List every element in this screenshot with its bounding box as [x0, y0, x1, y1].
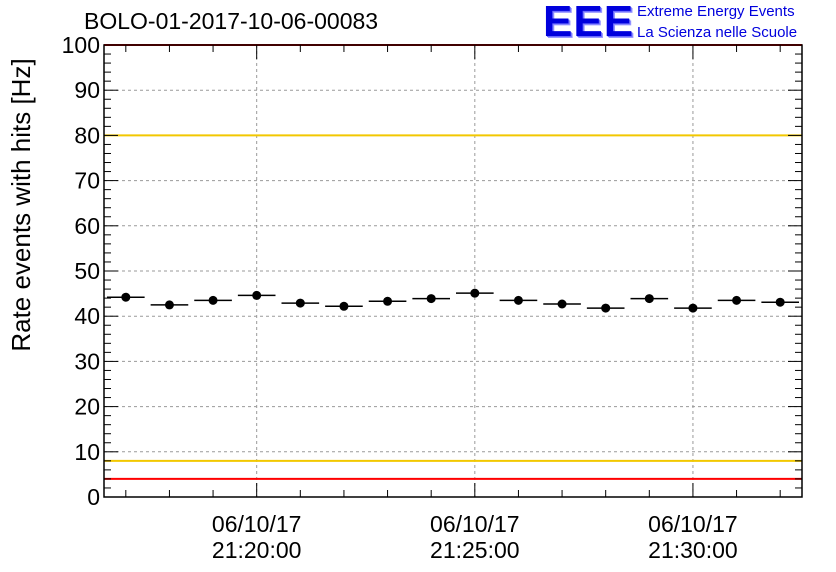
eee-logo: EEE [543, 0, 635, 46]
x-tick-date-label: 06/10/17 [648, 511, 738, 537]
data-point [383, 296, 393, 306]
data-point [601, 303, 611, 313]
y-tick-label: 60 [74, 213, 100, 239]
data-point [252, 290, 262, 300]
x-tick-date-label: 06/10/17 [430, 511, 520, 537]
y-tick-label: 10 [74, 439, 100, 465]
y-tick-label: 70 [74, 168, 100, 194]
data-point [295, 298, 305, 308]
y-tick-label: 20 [74, 394, 100, 420]
y-tick-label: 0 [87, 484, 100, 510]
y-tick-label: 100 [62, 32, 100, 58]
data-point [470, 288, 480, 298]
x-tick-date-label: 06/10/17 [212, 511, 302, 537]
reference-lines [104, 44, 802, 480]
data-point [732, 295, 742, 305]
chart-title: BOLO-01-2017-10-06-00083 [84, 8, 379, 34]
y-tick-label: 90 [74, 77, 100, 103]
tick-labels: 010203040506070809010006/10/1721:20:0006… [62, 32, 738, 563]
x-tick-time-label: 21:20:00 [212, 537, 302, 563]
grid [104, 45, 802, 497]
x-tick-time-label: 21:30:00 [648, 537, 738, 563]
plot-frame [103, 44, 803, 498]
data-point [775, 297, 785, 307]
logo-caption-line1: Extreme Energy Events [637, 3, 795, 20]
y-tick-label: 40 [74, 303, 100, 329]
y-axis-label: Rate events with hits [Hz] [6, 58, 36, 351]
data-point [121, 292, 131, 302]
x-tick-time-label: 21:25:00 [430, 537, 520, 563]
logo-caption-line2: La Scienza nelle Scuole [637, 24, 798, 41]
data-point [688, 303, 698, 313]
data-point [208, 295, 218, 305]
data-point [339, 301, 349, 311]
data-point [426, 294, 436, 304]
data-point [164, 300, 174, 310]
y-tick-label: 80 [74, 122, 100, 148]
y-tick-label: 30 [74, 348, 100, 374]
data-point [513, 295, 523, 305]
data-point [557, 299, 567, 309]
y-tick-label: 50 [74, 258, 100, 284]
data-point [644, 294, 654, 304]
data-points [107, 288, 799, 313]
